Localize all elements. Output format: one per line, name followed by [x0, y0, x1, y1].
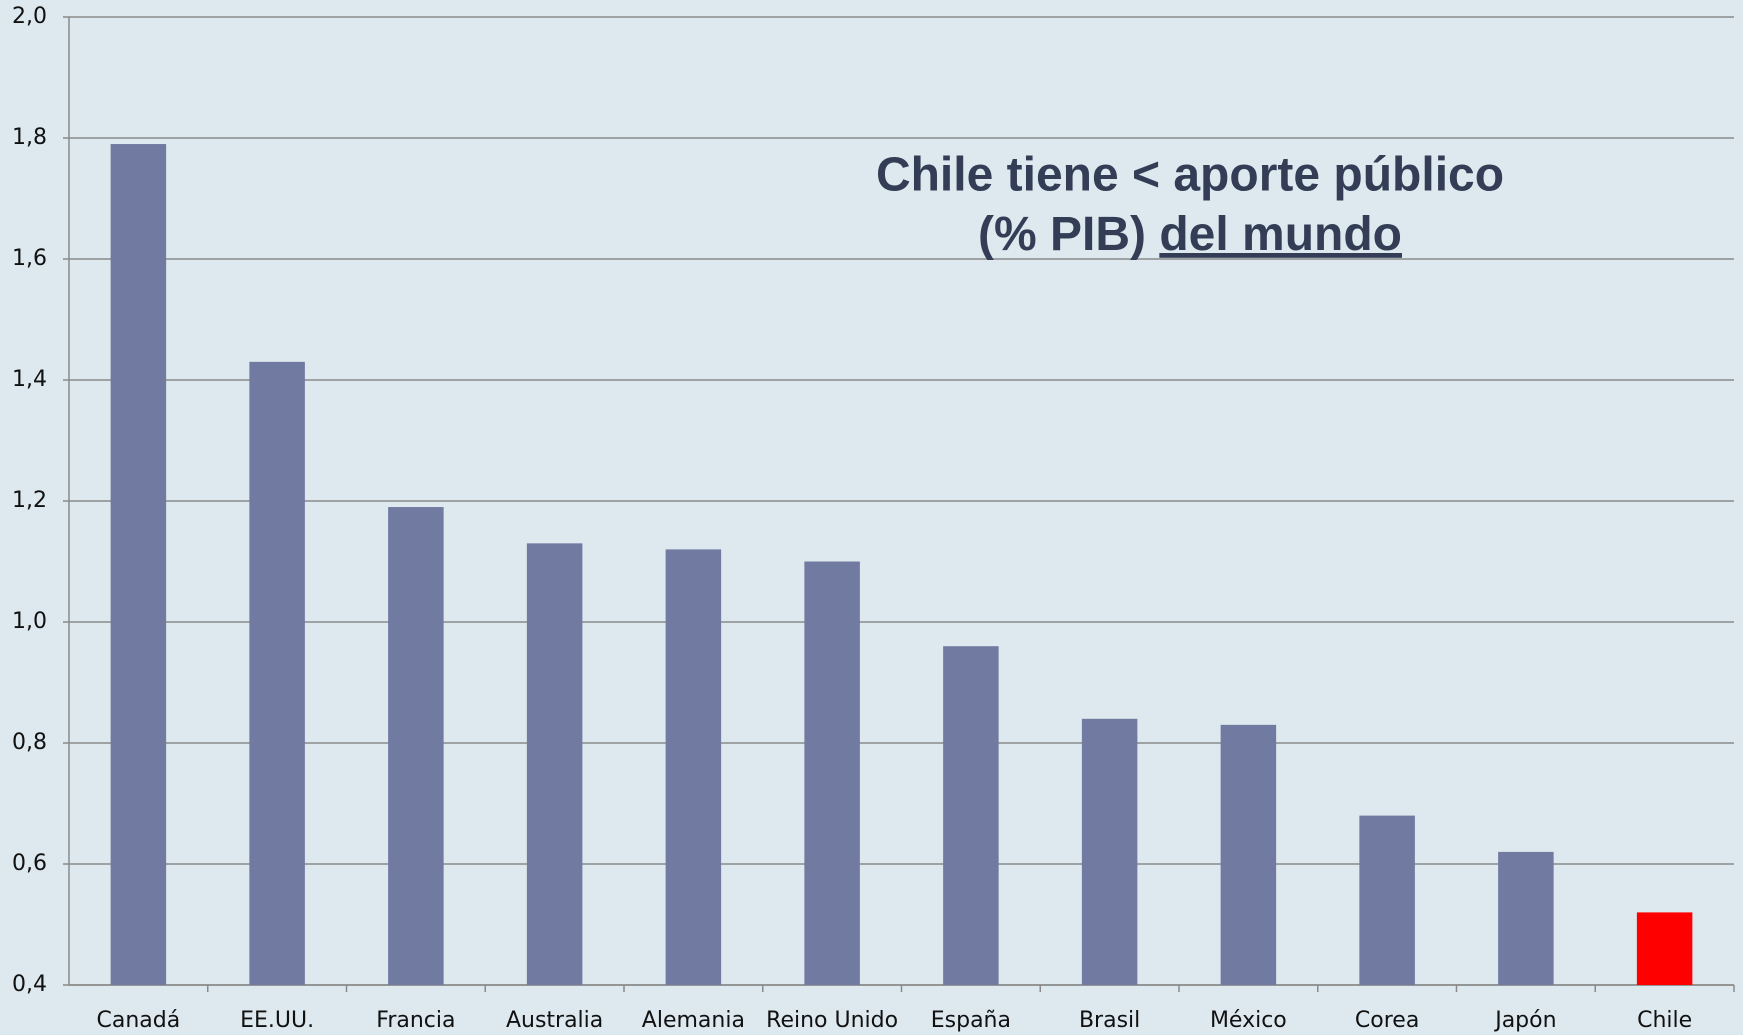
bar [110, 144, 167, 986]
y-tick-label: 1,6 [12, 246, 47, 271]
y-tick-label: 0,8 [12, 730, 47, 755]
x-tick-label: Francia [376, 1008, 455, 1033]
bar [943, 646, 999, 985]
bar [665, 549, 722, 985]
x-tick-label: México [1210, 1008, 1287, 1033]
bar [1220, 724, 1277, 985]
x-tick-label: Reino Unido [766, 1008, 898, 1033]
bar [804, 561, 860, 985]
x-tick-label: Corea [1355, 1008, 1419, 1033]
y-tick-label: 0,4 [12, 972, 47, 997]
title-space [1146, 208, 1159, 261]
y-tick-label: 1,2 [12, 488, 47, 513]
bar [388, 507, 444, 985]
x-tick-label: Brasil [1079, 1008, 1140, 1033]
y-tick-label: 2,0 [12, 4, 47, 29]
x-tick-label: España [931, 1008, 1011, 1033]
y-tick-label: 1,0 [12, 609, 47, 634]
x-tick-label: Japón [1493, 1008, 1556, 1033]
title-line: (% PIB) del mundo [978, 208, 1402, 261]
bar [1636, 912, 1693, 985]
bar [1359, 815, 1415, 985]
x-tick-label: EE.UU. [240, 1008, 314, 1033]
bar [1081, 718, 1138, 985]
x-tick-label: Australia [506, 1008, 603, 1033]
bar [526, 543, 583, 985]
title-line: Chile tiene < aporte público [876, 149, 1504, 202]
title-underlined: del mundo [1159, 208, 1402, 261]
y-tick-label: 0,6 [12, 851, 47, 876]
title-part: (% PIB) [978, 208, 1146, 261]
y-tick-label: 1,4 [12, 367, 47, 392]
x-tick-label: Alemania [642, 1008, 745, 1033]
bar [1498, 851, 1554, 985]
bar [249, 361, 305, 986]
x-tick-label: Canadá [97, 1008, 181, 1033]
x-tick-label: Chile [1637, 1008, 1692, 1033]
y-tick-label: 1,8 [12, 125, 47, 150]
